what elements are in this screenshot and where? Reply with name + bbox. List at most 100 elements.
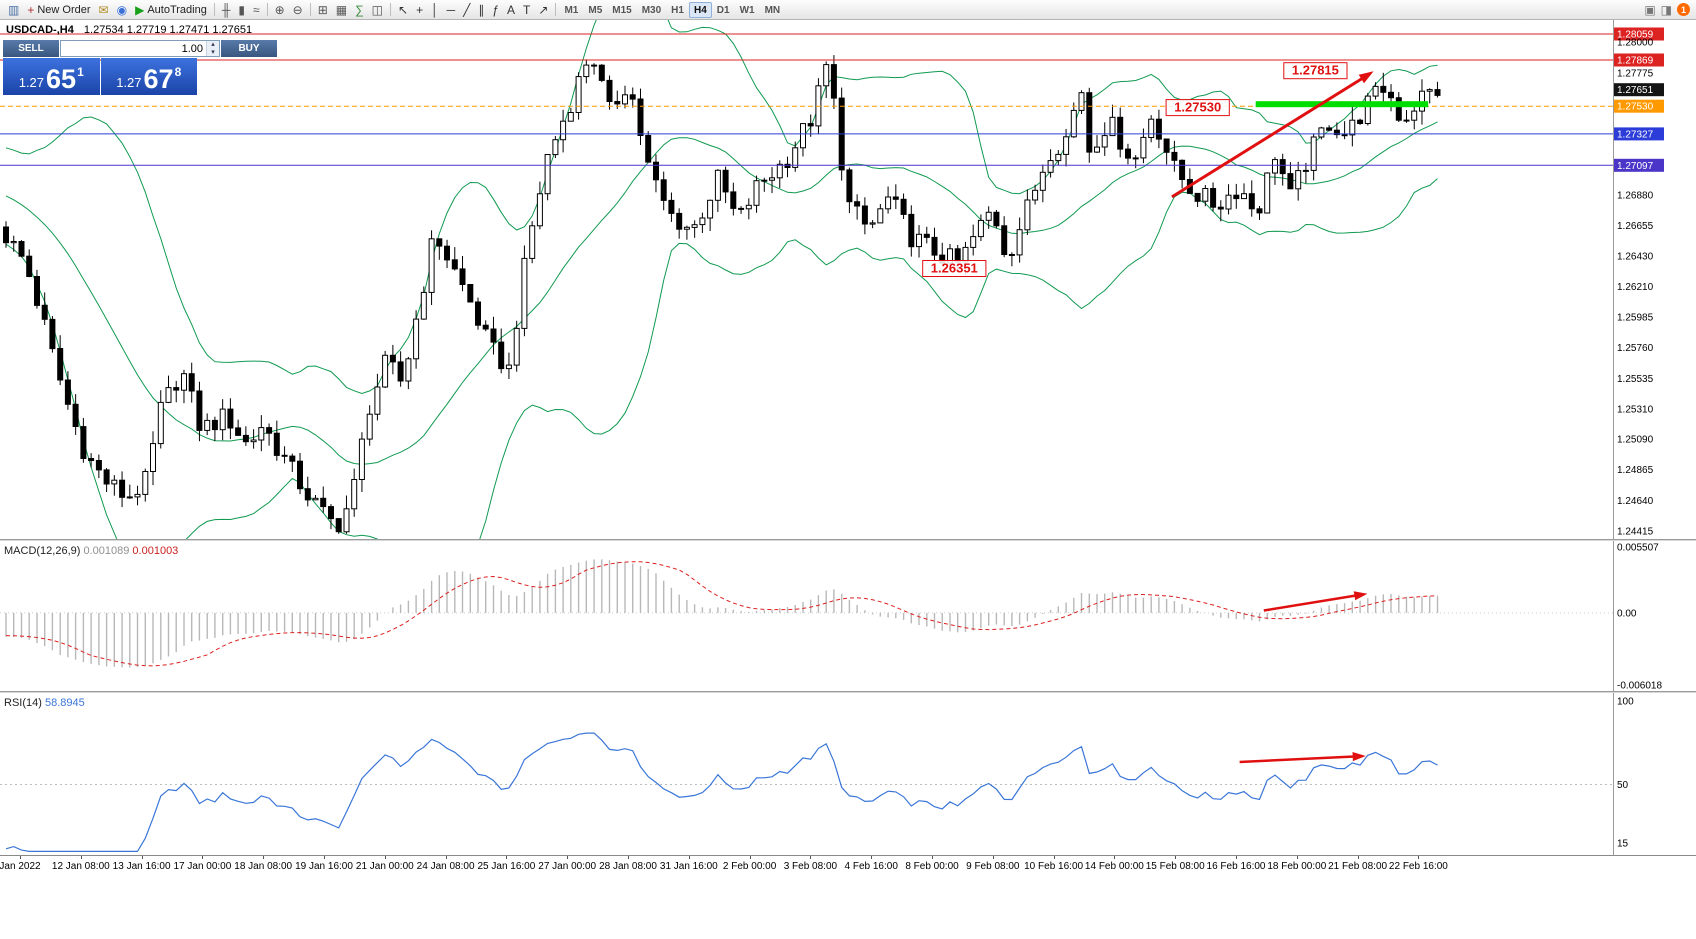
new-chart-icon[interactable]: ▥	[4, 1, 23, 18]
new-chart-icon: ▥	[8, 2, 20, 17]
buy-price-button[interactable]: 1.27 67 8	[100, 58, 197, 95]
volume-decrease-button[interactable]: ▾	[207, 48, 219, 56]
main-price-chart[interactable]: 1.278151.275301.263511.280591.280001.278…	[0, 20, 1696, 539]
new-order-button-label: New Order	[37, 3, 91, 16]
timeframe-h4[interactable]: H4	[688, 1, 712, 18]
price-annotation[interactable]: 1.27815	[1283, 62, 1348, 80]
bar-chart-icon[interactable]: ╫	[218, 1, 235, 18]
timeframe-mn[interactable]: MN	[764, 4, 781, 16]
sell-price-big: 65	[46, 64, 77, 95]
candlestick-chart-icon[interactable]: ▮	[234, 1, 249, 18]
panel-separator[interactable]	[0, 539, 1696, 541]
community-icon: ◉	[116, 2, 128, 17]
toolbar-separator	[555, 3, 557, 16]
tile-windows-icon[interactable]: ⊞	[314, 1, 332, 18]
time-axis-tick	[263, 856, 265, 859]
toolbar-separator	[213, 3, 215, 16]
vertical-line-icon[interactable]: │	[427, 1, 443, 18]
price-axis-highlight	[1614, 127, 1664, 141]
buy-price-prefix: 1.27	[116, 75, 142, 90]
new-order-button[interactable]: + New Order	[23, 1, 94, 18]
autotrading-button[interactable]: ▶ AutoTrading	[131, 1, 211, 18]
toolbar-separator	[309, 3, 311, 16]
trendline-icon: ╱	[463, 2, 471, 17]
rsi-trend-arrow[interactable]	[1239, 752, 1366, 764]
zoom-in-icon[interactable]: ⊕	[271, 1, 289, 18]
macd-indicator-panel[interactable]: MACD(12,26,9) 0.001089 0.001003 0.005507 0…	[0, 541, 1696, 691]
trend-arrow[interactable]	[1171, 71, 1374, 199]
fibonacci-icon[interactable]: ƒ	[488, 1, 503, 18]
sell-price-button[interactable]: 1.27 65 1	[3, 58, 100, 95]
price-annotation[interactable]: 1.27530	[1165, 99, 1230, 117]
channel-icon[interactable]: ∥	[474, 1, 488, 18]
rsi-indicator-panel[interactable]: RSI(14) 58.8945 100 50 15	[0, 693, 1696, 855]
bar-chart-icon: ╫	[221, 2, 231, 17]
line-chart-icon[interactable]: ≈	[249, 1, 264, 18]
green-zone-line[interactable]	[1255, 101, 1429, 108]
svg-text:1.27815: 1.27815	[1292, 63, 1339, 78]
timeframe-m1[interactable]: M1	[564, 4, 579, 16]
zoom-out-icon[interactable]: ⊖	[289, 1, 307, 18]
timeframe-m15[interactable]: M15	[612, 4, 632, 16]
buy-button[interactable]: BUY	[221, 40, 277, 57]
trendline-icon[interactable]: ╱	[459, 1, 474, 18]
new-order-button: +	[27, 2, 35, 17]
volume-input[interactable]	[61, 41, 206, 56]
timeframe-d1[interactable]: D1	[716, 4, 730, 16]
label-icon[interactable]: T	[519, 1, 534, 18]
text-icon[interactable]: A	[503, 1, 519, 18]
price-axis-label: 1.28000	[1617, 38, 1654, 49]
time-axis-tick	[445, 856, 447, 859]
time-axis-tick	[1296, 856, 1298, 859]
chat-icon[interactable]: ▣	[1644, 2, 1656, 17]
price-axis-label: 1.25985	[1617, 312, 1654, 323]
horizontal-line-icon[interactable]: ─	[443, 1, 460, 18]
time-axis-label: 21 Jan 00:00	[355, 861, 414, 872]
toolbar-right-group: ▣ ◨ 1	[1644, 3, 1692, 16]
zoom-in-icon: ⊕	[274, 2, 285, 17]
indicators-icon[interactable]: ∑	[351, 1, 368, 18]
templates-icon[interactable]: ▦	[332, 1, 351, 18]
objects-list-icon[interactable]: ◫	[368, 1, 387, 18]
volume-increase-button[interactable]: ▴	[207, 41, 219, 49]
price-axis-separator[interactable]	[1613, 20, 1614, 855]
arrows-icon: ↗	[538, 2, 549, 17]
time-axis-label: 8 Feb 00:00	[905, 861, 959, 872]
rsi-label: RSI(14) 58.8945	[4, 697, 85, 709]
timeframe-h1[interactable]: H1	[671, 4, 684, 16]
layout-icon[interactable]: ◨	[1660, 2, 1672, 17]
community-icon[interactable]: ◉	[113, 1, 131, 18]
macd-histogram	[5, 559, 1439, 668]
timeframe-m30[interactable]: M30	[641, 4, 662, 16]
panel-separator[interactable]	[0, 691, 1696, 693]
horizontal-line-icon: ─	[446, 2, 456, 17]
indicators-icon: ∑	[355, 2, 364, 17]
mailbox-icon[interactable]: ✉	[95, 1, 113, 18]
time-axis-label: 18 Jan 08:00	[234, 861, 293, 872]
time-axis-tick	[1418, 856, 1420, 859]
macd-trend-arrow[interactable]	[1263, 591, 1368, 612]
arrows-icon[interactable]: ↗	[534, 1, 552, 18]
price-axis-label: 1.25760	[1617, 343, 1654, 354]
timeframe-m5[interactable]: M5	[588, 4, 603, 16]
candlestick-chart-icon: ▮	[238, 2, 245, 17]
time-axis-label: 15 Feb 08:00	[1145, 861, 1205, 872]
macd-axis-label: 0.005507	[1617, 543, 1659, 554]
timeframe-w1[interactable]: W1	[739, 4, 755, 16]
time-axis-tick	[932, 856, 933, 859]
price-annotation[interactable]: 1.26351	[922, 260, 987, 277]
crosshair-icon[interactable]: +	[412, 1, 427, 18]
time-axis-tick	[202, 856, 204, 859]
cursor-icon[interactable]: ↖	[394, 1, 412, 18]
time-axis-tick	[992, 856, 994, 859]
sell-button[interactable]: SELL	[3, 40, 59, 57]
time-axis-label: 2 Feb 00:00	[722, 861, 777, 872]
price-axis-label: 1.26655	[1617, 221, 1654, 232]
cursor-icon: ↖	[398, 2, 409, 17]
notification-badge[interactable]: 1	[1677, 3, 1690, 16]
price-axis-label: 1.27775	[1617, 68, 1654, 79]
time-axis-label: 12 Jan 08:00	[51, 861, 110, 872]
price-axis-label: 1.26210	[1617, 282, 1654, 293]
